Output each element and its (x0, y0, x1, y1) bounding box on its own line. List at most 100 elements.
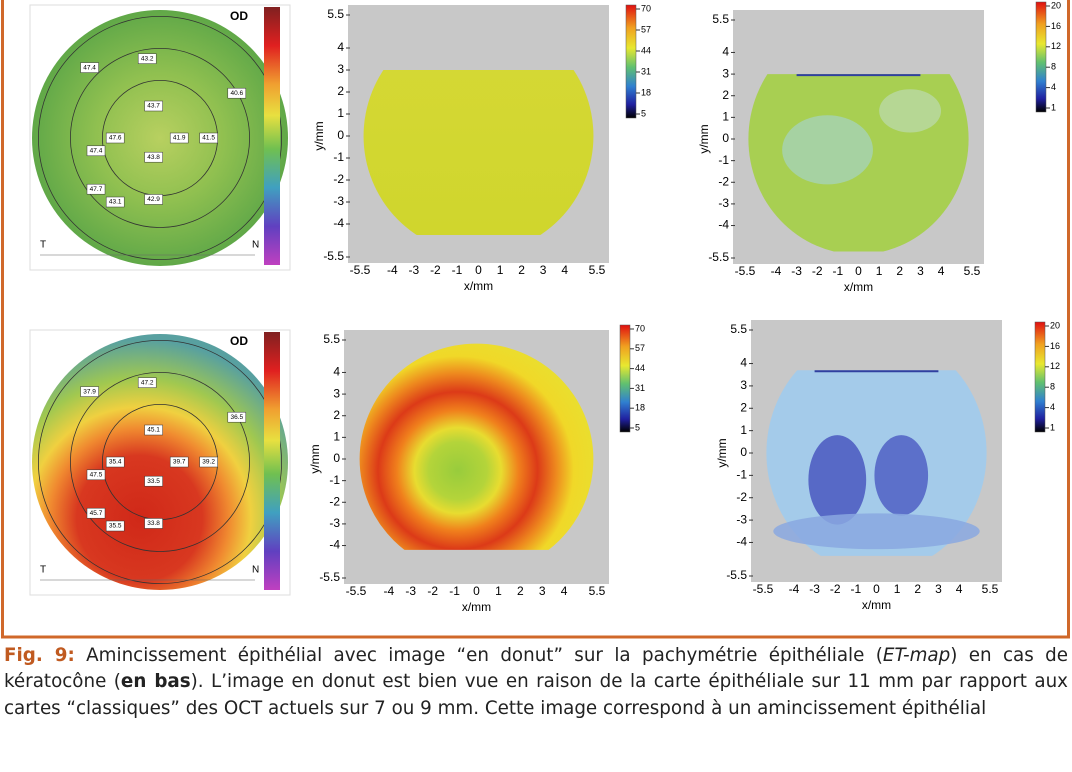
value-label: 47.4 (83, 64, 96, 71)
x-tick-label: -2 (830, 582, 841, 596)
colorbar-label: 12 (1051, 41, 1061, 51)
x-tick-label: -5.5 (350, 263, 371, 277)
colorbar-label: 12 (1050, 361, 1060, 371)
y-tick-label: 2 (337, 84, 344, 98)
x-tick-label: 1 (894, 582, 901, 596)
x-tick-label: -5.5 (346, 584, 367, 598)
eye-label: OD (230, 9, 248, 23)
value-label: 45.7 (90, 510, 103, 517)
x-tick-label: 4 (956, 582, 963, 596)
y-tick-label: -1 (333, 150, 344, 164)
x-tick-label: 5.5 (964, 264, 981, 278)
x-axis-label: x/mm (464, 279, 493, 293)
value-label: 35.5 (109, 523, 122, 530)
y-tick-label: 4 (740, 356, 747, 370)
ring (70, 48, 250, 228)
value-box (137, 377, 157, 388)
value-label: 43.2 (141, 55, 154, 62)
colorbar-label: 31 (635, 383, 645, 393)
y-tick-label: 1 (337, 106, 344, 120)
value-label: 41.5 (202, 135, 215, 142)
value-box (144, 518, 163, 529)
y-tick-label: -3 (718, 196, 729, 210)
map-zone (879, 89, 942, 133)
colorbar-label: 44 (641, 45, 651, 55)
colorbar-label: 5 (635, 422, 640, 432)
x-tick-label: 5.5 (982, 582, 999, 596)
value-label: 47.5 (90, 472, 103, 479)
y-tick-label: -4 (736, 535, 747, 549)
value-box (227, 87, 247, 99)
y-tick-label: 0 (333, 451, 340, 465)
map (766, 370, 987, 556)
x-tick-label: 1 (497, 263, 504, 277)
y-tick-label: 5.5 (327, 7, 344, 21)
caption-bold: en bas (120, 671, 191, 693)
colorbar-label: 20 (1050, 320, 1060, 330)
colorbar (619, 324, 631, 433)
y-tick-label: -1 (329, 473, 340, 487)
caption-italic: ET-map (882, 645, 951, 666)
value-label: 39.7 (173, 459, 186, 466)
value-label: 42.9 (147, 196, 160, 203)
y-tick-label: -1 (736, 468, 747, 482)
y-tick-label: 4 (333, 365, 340, 379)
x-tick-label: 0 (855, 264, 862, 278)
map (748, 74, 969, 252)
map (363, 70, 594, 235)
y-tick-label: 5.5 (323, 332, 340, 346)
topography-map (32, 10, 288, 266)
value-label: 40.6 (230, 90, 243, 97)
colorbar-label: 31 (641, 66, 651, 76)
colorbar-label: 44 (635, 363, 645, 373)
figure: OD T N 47.4 43.2 40.6 43.7 47.6 41.9 41.5 47.4 43.8… (1, 0, 1070, 639)
x-tick-label: 0 (475, 263, 482, 277)
colorbar-label: 16 (1050, 341, 1060, 351)
y-tick-label: -4 (333, 216, 344, 230)
value-box (144, 424, 163, 436)
x-tick-label: 5.5 (589, 263, 606, 277)
value-label: 33.5 (147, 478, 160, 485)
x-tick-label: 5.5 (589, 584, 606, 598)
map-surface (363, 70, 594, 235)
x-tick-label: -2 (430, 263, 441, 277)
y-tick-label: 2 (722, 88, 729, 102)
value-box (169, 456, 189, 468)
colorbar-label: 57 (635, 343, 645, 353)
value-box (86, 145, 106, 157)
temporal-label: T (40, 565, 46, 576)
value-box (144, 475, 163, 487)
y-tick-label: 5.5 (730, 322, 747, 336)
caption: Fig. 9: Amincissement épithélial avec im… (4, 643, 1068, 772)
colorbar-label: 8 (1050, 382, 1055, 392)
value-box (86, 183, 106, 195)
colorbar-label: 70 (641, 3, 651, 13)
x-tick-label: 4 (561, 263, 568, 277)
colorbar-label: 5 (641, 108, 646, 118)
value-box (199, 132, 218, 144)
x-tick-label: 4 (561, 584, 568, 598)
colorbar-label: 16 (1051, 21, 1061, 31)
map-zone (808, 435, 867, 525)
x-tick-label: -2 (812, 264, 823, 278)
x-tick-label: 3 (540, 263, 547, 277)
x-tick-label: -3 (405, 584, 416, 598)
y-axis-label: y/mm (697, 124, 711, 153)
y-tick-label: 3 (722, 66, 729, 80)
value-label: 33.8 (147, 520, 160, 527)
x-tick-label: 3 (917, 264, 924, 278)
topography-map (32, 334, 288, 590)
value-label: 47.2 (141, 379, 154, 386)
value-label: 47.6 (109, 135, 122, 142)
colorbar (1035, 1, 1047, 113)
x-tick-label: -1 (851, 582, 862, 596)
y-tick-label: -2 (329, 494, 340, 508)
colorbar-label: 18 (641, 87, 651, 97)
temporal-label: T (40, 240, 46, 251)
value-label: 43.1 (109, 199, 122, 206)
value-box (80, 62, 99, 73)
x-tick-label: 3 (539, 584, 546, 598)
value-label: 47.4 (90, 148, 103, 155)
caption-text: ) en cas de kératocône ( (4, 645, 1068, 693)
y-axis-label: y/mm (715, 438, 729, 467)
